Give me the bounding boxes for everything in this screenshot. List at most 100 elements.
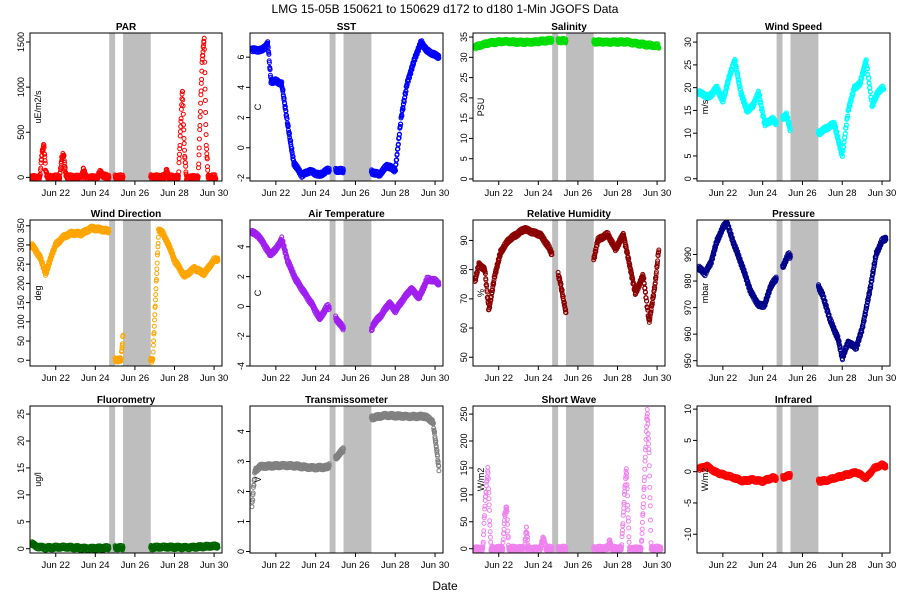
data-point [623,243,629,249]
data-point [737,84,743,89]
panel-frame [472,32,666,182]
y-tick-label: 5 [683,153,693,158]
data-point [491,281,497,287]
data-point [153,286,159,292]
data-point [153,277,159,282]
y-axis-label: uE/m2/s [33,90,43,124]
data-point [202,59,208,65]
x-tick-label: Jun 22 [41,188,70,199]
y-tick-label: 200 [16,276,26,291]
data-point [844,122,849,128]
data-point [196,136,202,142]
data-point [42,151,48,157]
y-tick-label: 60 [459,323,469,333]
data-point [549,249,555,255]
data-gap-band [790,220,819,366]
y-axis-label: C [253,289,263,296]
data-point [787,127,793,133]
data-point [204,156,210,162]
data-point [653,276,659,282]
data-point [119,343,125,349]
data-point [177,133,183,139]
data-point [398,121,404,127]
data-point [176,156,182,162]
y-tick-label: 4 [236,244,246,249]
data-point [181,136,187,141]
data-point [118,358,124,364]
data-point [409,67,415,73]
data-point [488,297,494,303]
data-point [204,146,210,152]
data-point [203,122,209,128]
x-tick-label: Jun 26 [121,373,150,384]
data-point [42,160,48,166]
panel-wind-direction: Wind Directiondeg050100150200250300350Ju… [16,209,228,384]
x-tick-label: Jun 30 [421,188,450,199]
data-point [735,74,741,80]
data-point [846,107,852,113]
data-point [842,130,848,136]
data-point [326,306,332,312]
data-point [106,229,112,235]
data-point [199,76,205,82]
data-point [703,270,709,276]
data-point [563,38,569,44]
data-point [155,240,161,246]
data-point [762,302,768,308]
data-point [279,234,285,240]
y-tick-label: 300 [16,237,26,252]
data-point [44,270,50,276]
y-tick-label: 10 [459,133,469,143]
data-point [106,226,112,232]
data-point [731,240,737,246]
x-tick-label: Jun 24 [748,188,777,199]
data-point [786,119,792,125]
data-point [177,146,183,152]
data-point [653,274,659,280]
data-point [151,338,157,344]
data-point [473,277,479,283]
data-point [866,75,872,81]
data-point [648,307,654,313]
data-point [843,125,849,131]
data-point [555,269,561,275]
y-tick-label: 50 [459,352,469,362]
data-gap-band [566,220,594,366]
series-points [473,225,662,325]
x-tick-label: Jun 28 [160,373,189,384]
data-point [162,233,168,239]
data-point [563,310,569,316]
data-point [118,356,124,362]
x-tick-label: Jun 22 [484,188,513,199]
data-point [196,145,202,151]
data-point [548,246,553,252]
data-point [340,325,346,331]
data-point [643,290,648,295]
data-point [723,220,729,225]
data-gap-band [790,33,819,181]
data-point [197,123,203,128]
data-point [649,302,655,308]
data-point [403,88,409,94]
data-point [489,290,495,295]
data-gap-band [109,33,116,181]
data-gap-band [776,33,783,181]
y-tick-label: 30 [459,52,469,62]
panel-frame [29,32,223,182]
data-point [592,254,598,260]
data-point [197,109,203,114]
x-tick-label: Jun 22 [262,188,291,199]
data-point [38,165,44,171]
data-point [119,348,125,354]
data-point [773,119,779,124]
panel-frame [29,219,223,367]
data-point [279,79,285,85]
data-gap-band [123,220,151,366]
y-tick-label: 2 [236,274,246,279]
data-point [493,267,499,273]
data-point [266,51,272,57]
y-tick-label: 20 [459,93,469,103]
